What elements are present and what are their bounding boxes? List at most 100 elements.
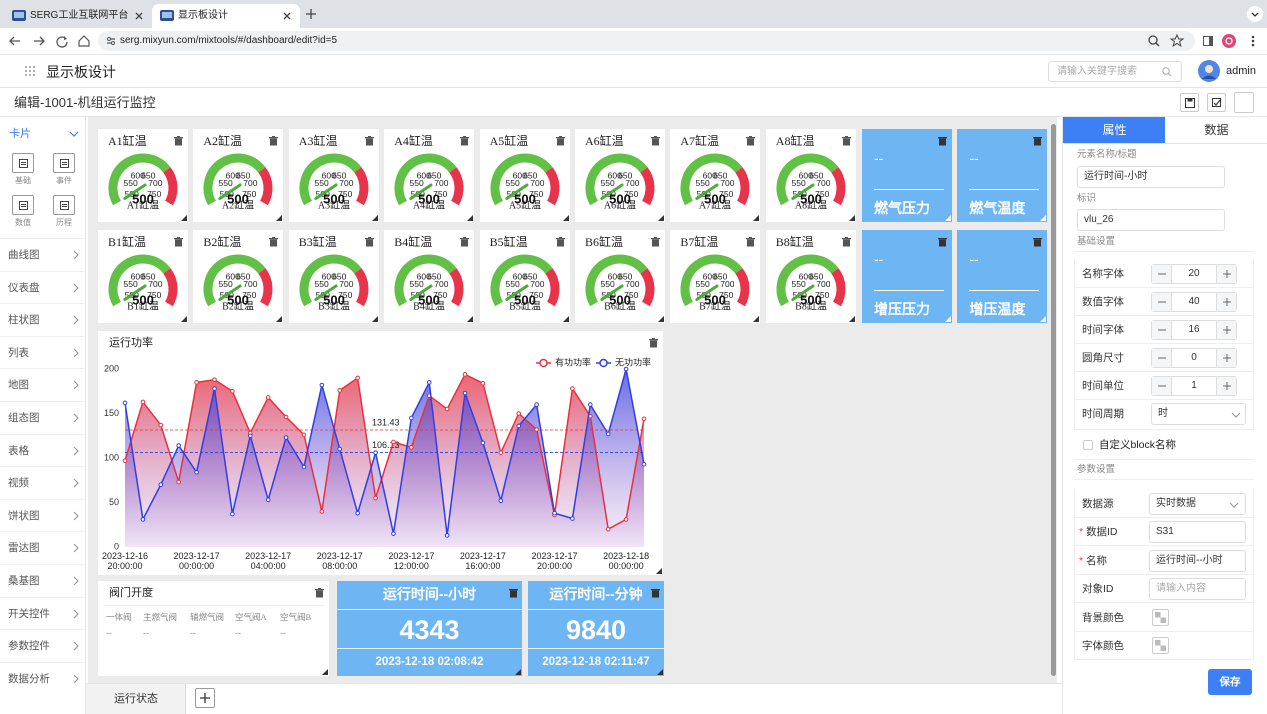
delete-icon — [556, 136, 565, 146]
stepper-plus[interactable] — [1216, 321, 1236, 339]
icon-shape — [270, 139, 277, 146]
sidebar-menu-item[interactable]: 仪表盘 — [0, 271, 86, 303]
y-tick-label: 150 — [104, 408, 119, 418]
component-icon[interactable] — [12, 153, 34, 173]
sidebar-menu-item[interactable]: 雷达图 — [0, 531, 86, 563]
icon-shape — [74, 284, 78, 292]
gauge-tick-label: 700 — [721, 178, 735, 188]
sidebar-menu-item[interactable]: 开关控件 — [0, 597, 86, 629]
stepper-value: 16 — [1172, 321, 1216, 339]
delete-icon — [269, 237, 278, 247]
checkbox[interactable] — [1083, 440, 1093, 450]
delete-icon — [174, 237, 183, 247]
toolbar-button[interactable] — [1207, 93, 1226, 112]
data-point — [213, 387, 217, 391]
component-icon[interactable] — [53, 153, 75, 173]
divider — [337, 648, 522, 649]
dashboard-name: 编辑-1001-机组运行监控 — [14, 94, 314, 111]
toolbar-button[interactable] — [1180, 93, 1199, 112]
gauge-name: B6缸温 — [604, 299, 636, 312]
icon-shape — [557, 139, 564, 146]
data-point — [499, 451, 503, 455]
stepper-minus[interactable] — [1152, 321, 1172, 339]
panel-tab[interactable]: 属性 — [1063, 117, 1166, 144]
gauge-card: B2缸温500550600650700750500B2缸温 — [193, 230, 283, 323]
stepper-minus[interactable] — [1152, 349, 1172, 367]
icon-shape — [939, 240, 946, 247]
gauge-tick-label: 700 — [721, 279, 735, 289]
stepper-minus[interactable] — [1152, 265, 1172, 283]
gauge-zone — [358, 170, 364, 203]
icon-shape — [10, 37, 20, 45]
param-input[interactable]: 实时数据 — [1149, 493, 1246, 515]
data-point — [606, 432, 610, 436]
icon-shape — [74, 479, 78, 487]
name-input[interactable]: 运行时间-小时 — [1077, 166, 1225, 188]
gauge-card: A5缸温500550600650700750500A5缸温 — [480, 129, 570, 222]
toolbar-button[interactable] — [1234, 92, 1254, 113]
chevron-icon — [72, 675, 80, 683]
period-select[interactable]: 时 — [1151, 403, 1246, 425]
sidebar-menu-item[interactable]: 桑基图 — [0, 564, 86, 596]
component-icon[interactable] — [53, 195, 75, 215]
stepper-plus[interactable] — [1216, 293, 1236, 311]
icon-shape — [21, 163, 26, 165]
sidebar-menu-item[interactable]: 数据分析 — [0, 662, 86, 694]
gauge-name: B4缸温 — [413, 299, 445, 312]
gauge: 500550600650700750500B7缸温 — [670, 250, 760, 323]
id-input[interactable]: vlu_26 — [1077, 209, 1225, 231]
menu-label: 数据分析 — [8, 671, 68, 687]
page-tab[interactable]: 运行状态 — [86, 684, 186, 714]
param-input[interactable]: 运行时间--小时 — [1149, 550, 1246, 572]
search-box[interactable]: 请输入关键字搜索 — [1048, 61, 1182, 82]
stepper-minus[interactable] — [1152, 293, 1172, 311]
param-input[interactable]: S31 — [1149, 521, 1246, 543]
sidebar-menu-item[interactable]: 视频 — [0, 466, 86, 498]
divider — [528, 609, 664, 610]
icon-shape — [74, 675, 78, 683]
canvas: A1缸温500550600650700750500A1缸温A2缸温5005506… — [88, 117, 1057, 683]
panel-tab[interactable]: 数据 — [1165, 117, 1267, 144]
stepper-plus[interactable] — [1216, 349, 1236, 367]
data-point — [195, 381, 199, 385]
add-tab-button[interactable] — [195, 688, 215, 708]
save-button[interactable]: 保存 — [1208, 669, 1252, 695]
component-icon[interactable] — [12, 195, 34, 215]
param-input[interactable]: 请输入内容 — [1149, 578, 1246, 600]
number-stepper: 40 — [1151, 292, 1237, 312]
stepper-plus[interactable] — [1216, 265, 1236, 283]
menu-label: 柱状图 — [8, 312, 68, 328]
color-picker[interactable] — [1152, 609, 1169, 626]
color-picker[interactable] — [1152, 637, 1169, 654]
sidebar-menu-item[interactable]: 曲线图 — [0, 238, 86, 270]
legend-symbol — [540, 360, 547, 367]
setting-label: 对象ID — [1082, 581, 1142, 597]
stepper-minus[interactable] — [1152, 377, 1172, 395]
gauge-tick-label: 700 — [434, 279, 448, 289]
sidebar-menu-item[interactable]: 列表 — [0, 336, 86, 368]
browser-menu — [1251, 35, 1255, 47]
scrollbar — [1051, 124, 1056, 676]
gauge-name: A1缸温 — [127, 198, 159, 211]
icon — [19, 201, 28, 210]
stepper-value: 1 — [1172, 377, 1216, 395]
sidebar-menu-item[interactable]: 组态图 — [0, 401, 86, 433]
sidebar-menu-item[interactable]: 参数控件 — [0, 629, 86, 661]
browser-tab[interactable]: 显示板设计 — [152, 4, 300, 28]
sidebar-menu-item[interactable]: 柱状图 — [0, 303, 86, 335]
sidebar-menu-item[interactable]: 表格 — [0, 434, 86, 466]
data-point — [302, 433, 306, 437]
icon-shape — [1161, 617, 1167, 623]
gauge-card: A4缸温500550600650700750500A4缸温 — [384, 129, 474, 222]
icon — [1158, 357, 1166, 359]
icon-shape — [1252, 36, 1255, 39]
browser-tab[interactable]: SERG工业互联网平台 — [4, 4, 152, 28]
delete-icon — [651, 237, 660, 247]
valve-column: 空气阀B — [280, 611, 326, 623]
sidebar-menu-item[interactable]: 饼状图 — [0, 499, 86, 531]
data-point — [589, 403, 593, 407]
x-tick-label: 2023-12-17 00:00:00 — [169, 551, 225, 573]
sidebar-menu-item[interactable]: 地图 — [0, 368, 86, 400]
stepper-plus[interactable] — [1216, 377, 1236, 395]
